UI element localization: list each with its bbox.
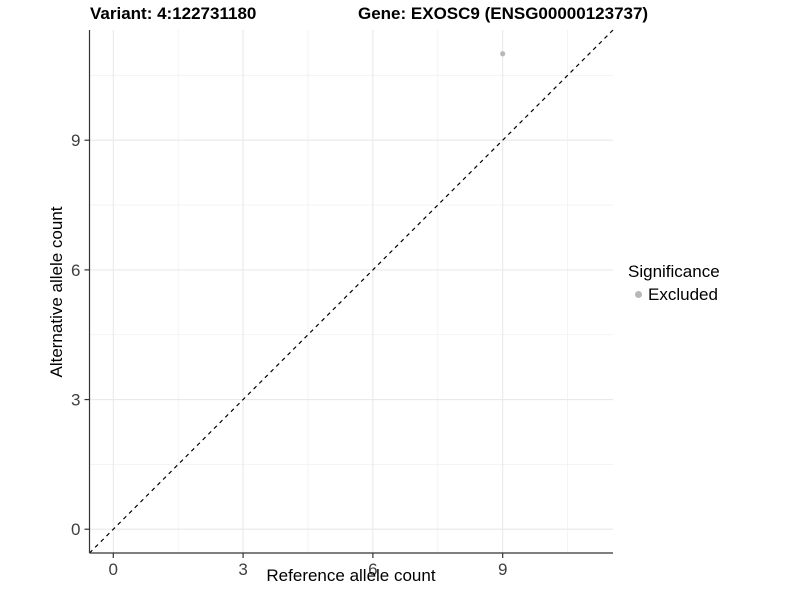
legend-title: Significance: [628, 262, 720, 281]
y-tick-label: 0: [71, 520, 80, 539]
x-tick-label: 9: [498, 560, 507, 579]
x-tick-label: 0: [109, 560, 118, 579]
x-axis-title: Reference allele count: [266, 566, 436, 585]
x-tick-label: 3: [238, 560, 247, 579]
plot-title-variant: Variant: 4:122731180: [90, 4, 257, 23]
plot-title-gene: Gene: EXOSC9 (ENSG00000123737): [358, 4, 649, 23]
legend-item-excluded: Excluded: [628, 285, 720, 304]
legend: Significance Excluded: [628, 262, 720, 304]
legend-item-label: Excluded: [648, 285, 718, 304]
y-axis-title: Alternative allele count: [47, 206, 66, 378]
identity-line: [89, 29, 614, 554]
y-tick-label: 3: [71, 391, 80, 410]
y-tick-label: 6: [71, 261, 80, 280]
data-point: [500, 51, 506, 57]
y-tick-label: 9: [71, 131, 80, 150]
x-tick-label: 6: [368, 560, 377, 579]
excluded-point-icon: [635, 291, 642, 298]
